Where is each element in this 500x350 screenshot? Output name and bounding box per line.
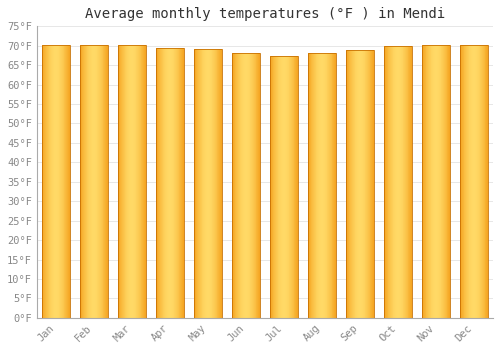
Bar [422, 44, 450, 318]
Bar [80, 44, 108, 318]
Bar [194, 49, 222, 318]
Bar [346, 50, 374, 318]
Bar [308, 54, 336, 318]
Bar [156, 48, 184, 318]
Bar [42, 44, 70, 318]
Bar [384, 47, 411, 318]
Bar [460, 44, 487, 318]
Title: Average monthly temperatures (°F ) in Mendi: Average monthly temperatures (°F ) in Me… [85, 7, 445, 21]
Bar [232, 53, 260, 318]
Bar [270, 56, 297, 318]
Bar [118, 45, 146, 318]
